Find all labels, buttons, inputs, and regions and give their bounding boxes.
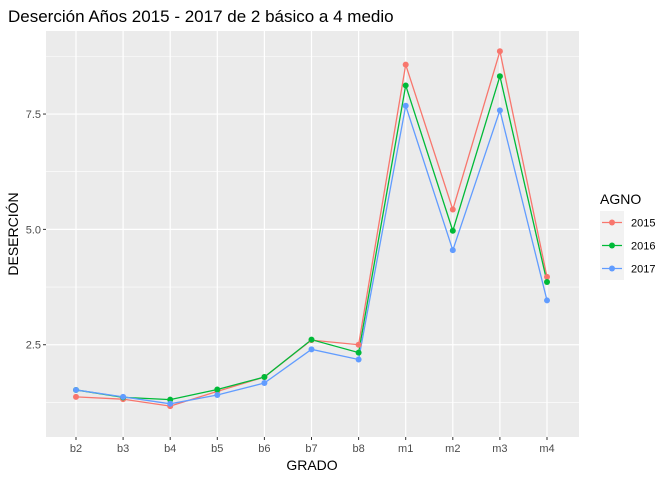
data-point-2016	[308, 336, 315, 343]
x-tick-label: b7	[305, 443, 317, 455]
data-point-2017	[355, 356, 362, 363]
data-point-2015	[402, 61, 409, 68]
data-point-2015	[355, 341, 362, 348]
y-axis-title: DESERCIÓN	[5, 192, 21, 275]
data-point-2017	[73, 386, 79, 393]
data-point-2015	[544, 273, 550, 280]
legend-key-point-2016	[609, 242, 615, 249]
x-tick-label: m2	[445, 443, 460, 455]
legend-label-2016: 2016	[631, 241, 655, 253]
grid-minor	[46, 56, 579, 403]
chart-title: Deserción Años 2015 - 2017 de 2 básico a…	[8, 7, 394, 26]
data-point-2016	[496, 73, 503, 80]
data-point-2017	[167, 400, 174, 407]
x-tick-label: b2	[70, 443, 82, 455]
data-point-2017	[214, 392, 221, 399]
y-tick-label: 5.0	[26, 224, 41, 236]
x-tick-label: b8	[352, 443, 364, 455]
data-point-2016	[355, 349, 362, 356]
legend-label-2015: 2015	[631, 218, 655, 230]
data-point-2016	[402, 82, 409, 89]
x-axis-title: GRADO	[286, 457, 337, 473]
grid-major	[46, 31, 579, 437]
x-tick-label: m3	[492, 443, 507, 455]
legend-label-2017: 2017	[631, 264, 655, 276]
x-tick-label: b6	[258, 443, 270, 455]
data-point-2017	[449, 247, 456, 254]
data-point-2016	[214, 386, 221, 393]
x-tick-label: b4	[164, 443, 176, 455]
x-tick-label: b3	[117, 443, 129, 455]
data-point-2017	[308, 346, 315, 353]
x-tick-label: m1	[398, 443, 413, 455]
data-point-2017	[261, 380, 268, 387]
data-point-2017	[544, 297, 550, 304]
y-tick-label: 7.5	[26, 109, 41, 121]
series-points	[73, 48, 550, 410]
data-point-2017	[402, 102, 409, 109]
data-point-2016	[449, 227, 456, 234]
data-point-2015	[73, 393, 79, 400]
data-point-2016	[261, 374, 268, 381]
data-point-2016	[544, 278, 550, 285]
legend: AGNO 2015 2016 2017	[600, 191, 655, 280]
legend-key-point-2017	[609, 265, 615, 272]
data-point-2017	[496, 107, 503, 114]
y-axis: 2.5 5.0 7.5	[26, 109, 46, 352]
plot-panel	[46, 31, 579, 437]
data-point-2015	[449, 206, 456, 213]
legend-title: AGNO	[600, 191, 641, 207]
x-tick-label: b5	[211, 443, 223, 455]
data-point-2017	[120, 393, 127, 400]
data-point-2015	[496, 48, 503, 55]
data-point-2016	[167, 396, 174, 403]
y-tick-label: 2.5	[26, 340, 41, 352]
x-tick-label: m4	[539, 443, 554, 455]
x-axis: b2 b3 b4 b5 b6 b7 b8 m1 m2 m3 m4	[70, 437, 555, 455]
legend-key-point-2015	[609, 219, 615, 226]
